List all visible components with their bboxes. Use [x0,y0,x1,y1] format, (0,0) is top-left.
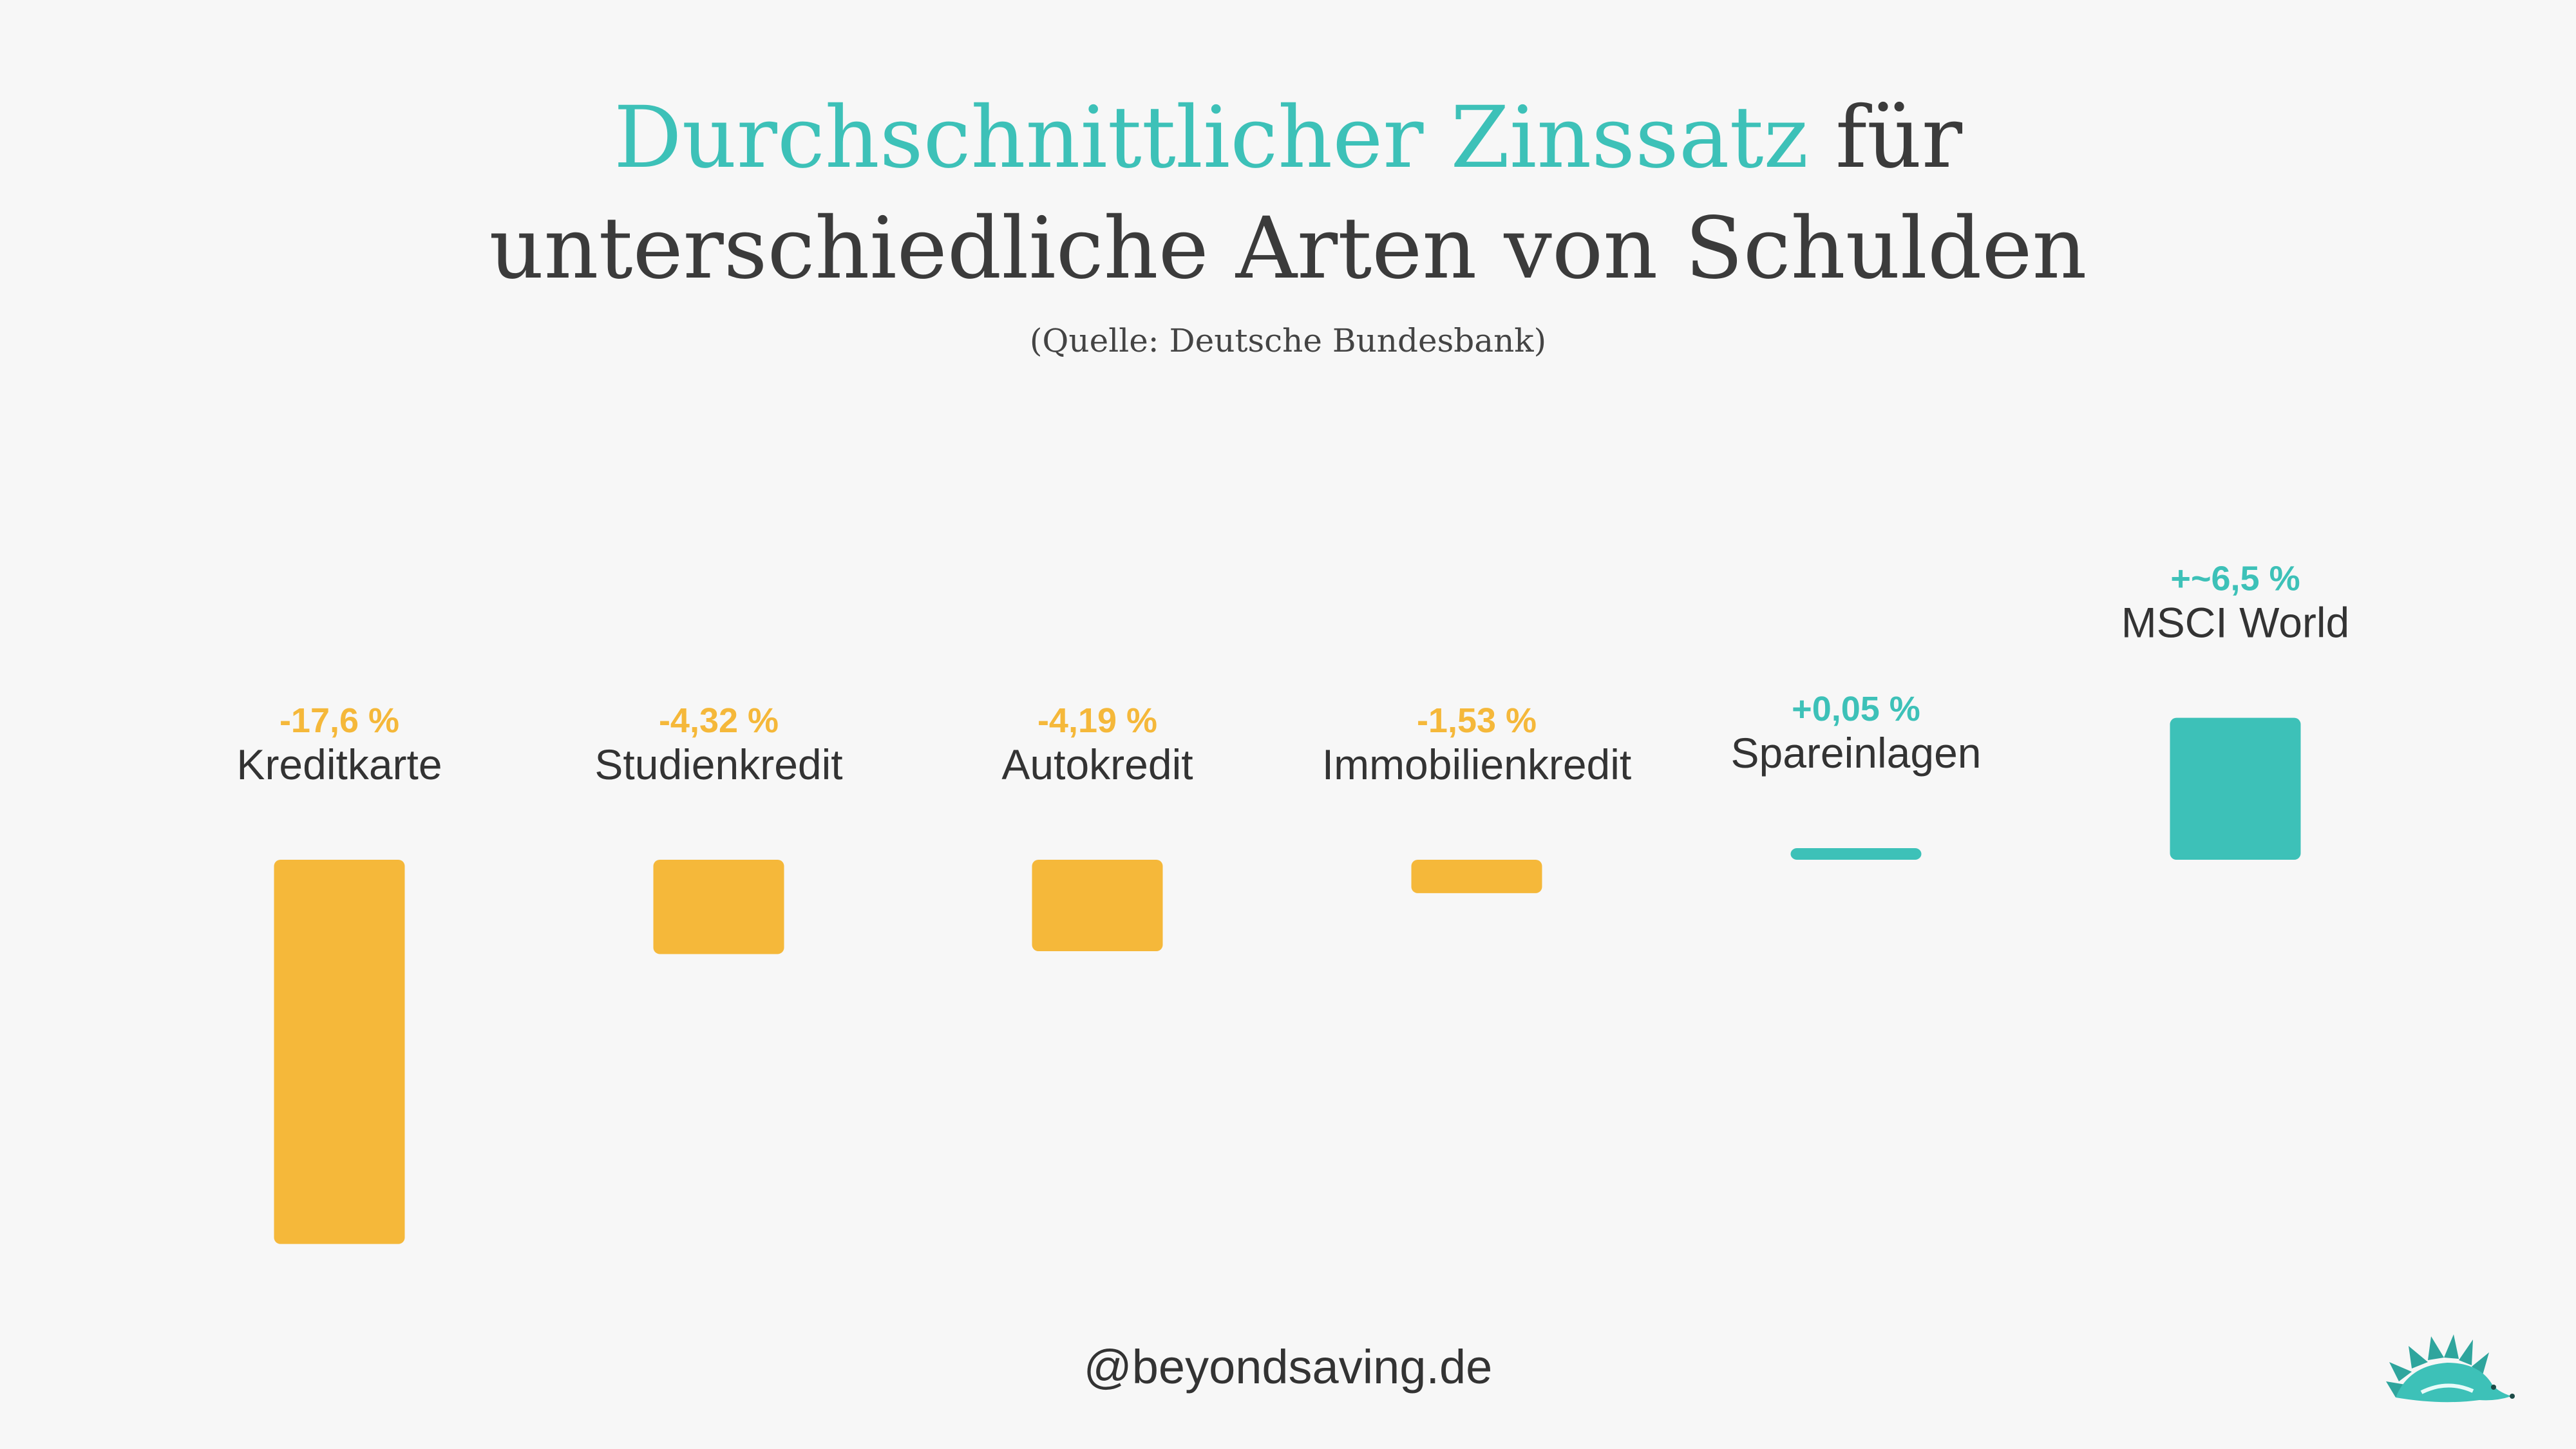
value-label: -1,53 % [1417,701,1537,740]
category-label: Studienkredit [594,741,842,788]
title-accent: Durchschnittlicher Zinssatz [613,88,1809,187]
value-label: +0,05 % [1792,690,1920,728]
footer-handle: @beyondsaving.de [1083,1340,1493,1394]
title-rest-line1: für [1808,88,1963,187]
category-label: Kreditkarte [236,741,442,788]
category-label: Immobilienkredit [1322,741,1632,788]
category-label: Spareinlagen [1731,729,1982,777]
bar-studienkredit [653,860,784,954]
bar-spareinlagen [1790,848,1922,860]
title-line2: unterschiedliche Arten von Schulden [489,199,2087,298]
category-label: MSCI World [2121,599,2350,647]
value-label: -17,6 % [279,701,399,740]
value-label: +~6,5 % [2170,560,2300,598]
bar-kreditkarte [274,860,405,1244]
value-label: -4,19 % [1037,701,1157,740]
category-label: Autokredit [1001,741,1193,788]
bar-immobilienkredit [1411,860,1542,893]
value-label: -4,32 % [659,701,779,740]
source-note: (Quelle: Deutsche Bundesbank) [1029,322,1547,359]
hedgehog-icon [2386,1334,2515,1403]
page-title: Durchschnittlicher Zinssatz für untersch… [0,82,2576,304]
bar-msci world [2170,717,2301,860]
bar-autokredit [1032,860,1163,952]
